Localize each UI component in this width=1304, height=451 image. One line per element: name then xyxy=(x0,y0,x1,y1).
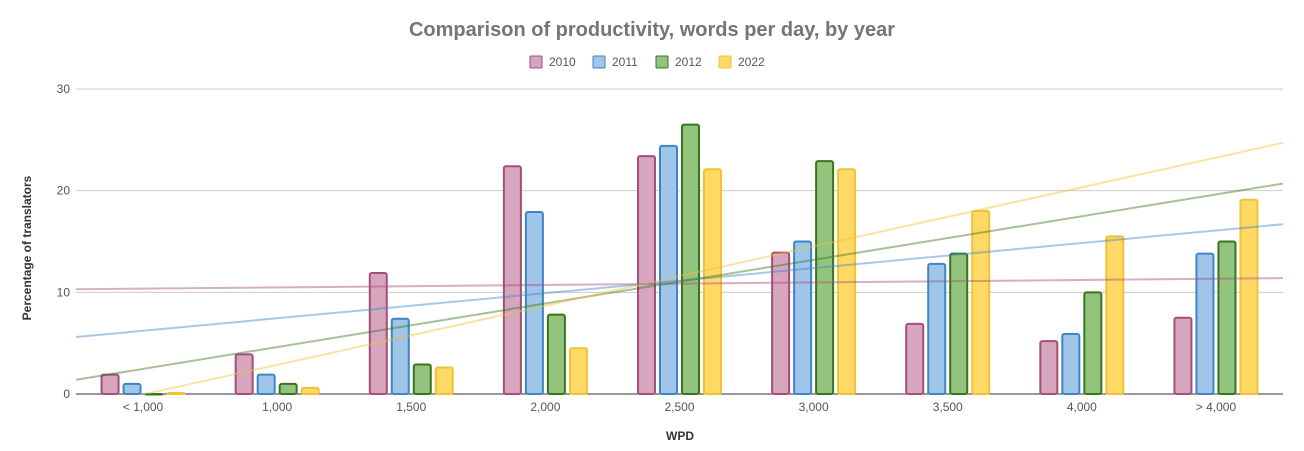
legend: 2010 2011 2012 2022 xyxy=(529,55,765,69)
bar-2012 xyxy=(949,252,969,395)
x-tick-label: 1,000 xyxy=(262,400,292,414)
x-axis: < 1,000 1,000 1,500 2,000 2,500 3,000 3,500 4,0… xyxy=(123,400,1237,414)
bar-2012 xyxy=(546,313,566,395)
y-tick-label: 20 xyxy=(57,184,71,198)
bar-2012 xyxy=(1217,240,1237,395)
bar-2012 xyxy=(412,363,432,395)
legend-label: 2022 xyxy=(738,55,765,69)
bar-2010 xyxy=(502,165,522,395)
gridlines: 0 10 20 30 xyxy=(57,82,1283,401)
bar-2011 xyxy=(256,373,276,395)
bar-2022 xyxy=(166,391,186,396)
legend-label: 2012 xyxy=(675,55,702,69)
x-tick-label: < 1,000 xyxy=(123,400,164,414)
x-tick-label: 2,000 xyxy=(530,400,560,414)
bar-2011 xyxy=(524,211,544,395)
bar-2022 xyxy=(568,347,588,396)
bar-2010 xyxy=(100,373,120,395)
bar-2022 xyxy=(837,168,857,395)
legend-swatch-2012 xyxy=(655,55,669,69)
bar-2011 xyxy=(927,262,947,395)
chart-title: Comparison of productivity, words per da… xyxy=(409,19,895,41)
bar-2022 xyxy=(434,366,454,395)
y-axis-label: Percentage of translators xyxy=(20,175,34,320)
bar-2010 xyxy=(1039,340,1059,396)
bars xyxy=(100,123,1259,396)
bar-2010 xyxy=(234,353,254,396)
bar-2011 xyxy=(793,240,813,395)
bar-2022 xyxy=(1105,235,1125,395)
bar-2012 xyxy=(144,392,164,396)
bar-2010 xyxy=(771,251,791,395)
x-tick-label: 4,000 xyxy=(1067,400,1097,414)
bar-2011 xyxy=(659,144,678,395)
legend-swatch-2011 xyxy=(592,55,606,69)
x-tick-label: 3,500 xyxy=(933,400,963,414)
trendline-2011 xyxy=(76,223,1283,339)
y-tick-label: 10 xyxy=(57,285,71,299)
bar-2022 xyxy=(971,209,991,395)
bar-2012 xyxy=(1083,291,1103,396)
bar-2022 xyxy=(300,386,320,395)
x-tick-label: 2,500 xyxy=(664,400,694,414)
bar-2011 xyxy=(1195,252,1215,395)
trendline-2022 xyxy=(140,141,1283,394)
bar-2012 xyxy=(681,123,700,395)
trendline-2010 xyxy=(76,277,1283,291)
bar-2010 xyxy=(905,322,925,396)
bar-2010 xyxy=(637,155,656,395)
bar-2011 xyxy=(122,382,142,396)
x-tick-label: 3,000 xyxy=(799,400,829,414)
x-axis-label: WPD xyxy=(666,429,694,443)
trendline-2012 xyxy=(76,182,1283,381)
trendlines xyxy=(76,141,1283,394)
bar-2010 xyxy=(1173,316,1193,396)
bar-2022 xyxy=(703,168,722,395)
bar-2022 xyxy=(1239,198,1259,395)
legend-label: 2010 xyxy=(549,55,576,69)
x-tick-label: 1,500 xyxy=(396,400,426,414)
legend-label: 2011 xyxy=(612,55,638,69)
bar-2010 xyxy=(368,272,388,395)
y-tick-label: 30 xyxy=(57,82,71,96)
legend-swatch-2022 xyxy=(718,55,732,69)
y-tick-label: 0 xyxy=(63,387,70,401)
bar-2011 xyxy=(1061,333,1081,395)
bar-2012 xyxy=(278,382,298,396)
bar-2011 xyxy=(390,317,410,395)
bar-2012 xyxy=(815,160,835,395)
legend-swatch-2010 xyxy=(529,55,543,69)
x-tick-label: > 4,000 xyxy=(1196,400,1237,414)
